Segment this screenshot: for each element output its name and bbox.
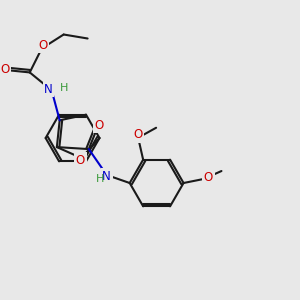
Text: N: N bbox=[102, 169, 111, 182]
Text: H: H bbox=[96, 174, 104, 184]
Text: O: O bbox=[0, 63, 9, 76]
Text: N: N bbox=[44, 83, 53, 96]
Text: O: O bbox=[204, 170, 213, 184]
Text: H: H bbox=[60, 83, 68, 93]
Text: O: O bbox=[94, 118, 104, 132]
Text: O: O bbox=[38, 39, 47, 52]
Text: O: O bbox=[134, 128, 143, 141]
Text: O: O bbox=[76, 154, 85, 166]
